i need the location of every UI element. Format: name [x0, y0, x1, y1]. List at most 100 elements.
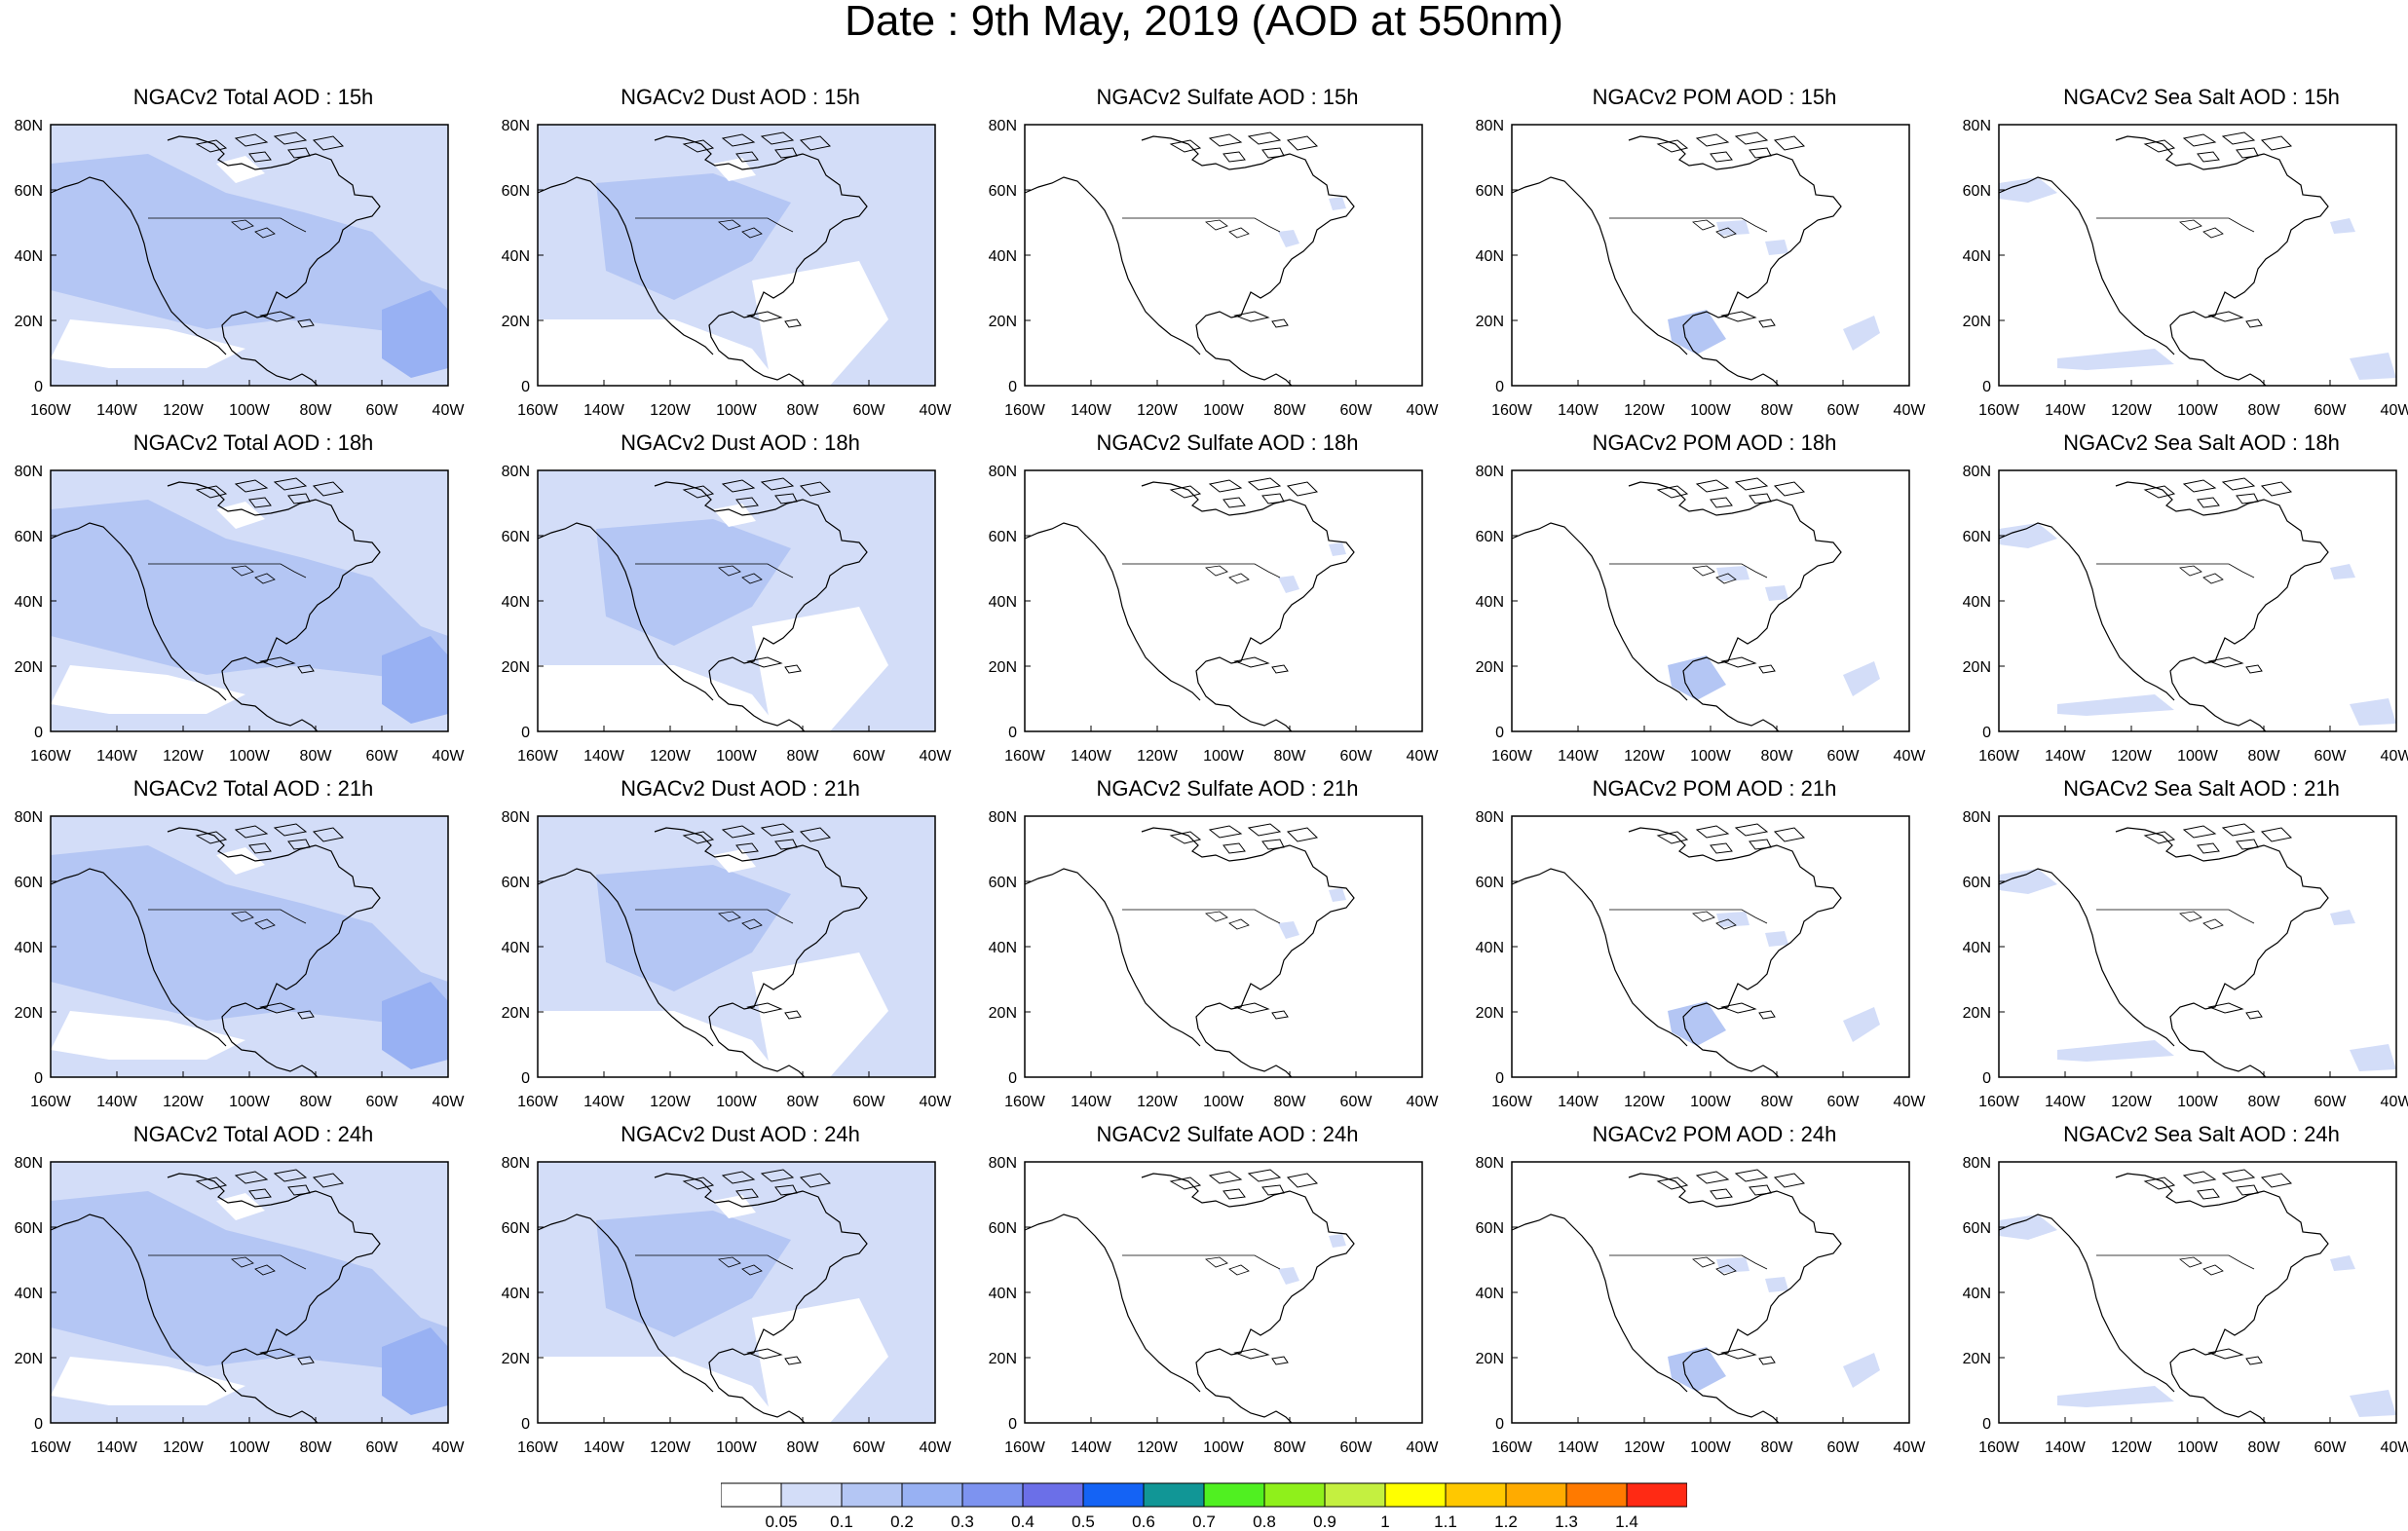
lon-tick-label: 100W [229, 402, 271, 417]
lon-tick-label: 40W [1407, 1094, 1440, 1108]
aod-map: 80N 60N 40N 20N 0 160W 140W 120W 100W 80W 60W 40W [502, 118, 953, 417]
lon-tick-label: 100W [716, 748, 758, 763]
aod-map: 80N 60N 40N 20N 0 160W 140W 120W 100W 80W 60W 40W [1476, 118, 1927, 417]
lat-tick-label: 0 [521, 725, 530, 741]
colorbar-label: 1.2 [1494, 1512, 1518, 1531]
lon-tick-label: 40W [1894, 402, 1927, 417]
lat-tick-label: 80N [989, 1155, 1017, 1172]
lon-tick-label: 140W [1558, 402, 1599, 417]
lat-tick-label: 40N [989, 248, 1017, 265]
colorbar-swatch [1565, 1482, 1628, 1508]
map-frame [1998, 815, 2397, 1078]
lon-tick-label: 160W [1004, 1094, 1046, 1108]
lat-tick-label: 80N [1476, 118, 1504, 134]
aod-map: 80N 60N 40N 20N 0 160W 140W 120W 100W 80W 60W 40W [989, 1155, 1440, 1454]
aod-map: 80N 60N 40N 20N 0 160W 140W 120W 100W 80W 60W 40W [502, 1155, 953, 1454]
map-frame [1024, 469, 1423, 732]
lat-tick-label: 80N [1963, 464, 1991, 480]
lat-tick-label: 80N [15, 1155, 43, 1172]
lon-tick-label: 80W [787, 402, 820, 417]
map-frame [1998, 124, 2397, 387]
lon-tick-label: 80W [1274, 402, 1307, 417]
lat-tick-label: 40N [15, 248, 43, 265]
lon-tick-label: 100W [1203, 1439, 1245, 1454]
lon-tick-label: 80W [300, 402, 333, 417]
colorbar-label: 0.5 [1072, 1512, 1095, 1531]
lat-tick-label: 40N [15, 1286, 43, 1302]
map-panel: NGACv2 Total AOD : 15h 80N 60N 40N 20N 0 160W 1… [0, 86, 468, 418]
lon-tick-label: 40W [920, 1094, 953, 1108]
aod-map: 80N 60N 40N 20N 0 160W 140W 120W 100W 80W 60W 40W [502, 464, 953, 763]
lat-tick-label: 0 [34, 1070, 43, 1087]
lon-tick-label: 120W [163, 1094, 205, 1108]
aod-map: 80N 60N 40N 20N 0 160W 140W 120W 100W 80W 60W 40W [1963, 464, 2408, 763]
lon-tick-label: 120W [2111, 1094, 2153, 1108]
lon-tick-label: 160W [517, 748, 559, 763]
lon-tick-label: 80W [2248, 402, 2281, 417]
map-frame [1998, 1161, 2397, 1424]
lon-tick-label: 80W [300, 748, 333, 763]
lon-tick-label: 160W [1004, 402, 1046, 417]
lat-tick-label: 20N [989, 659, 1017, 676]
lat-tick-label: 20N [1963, 314, 1991, 330]
panel-title: NGACv2 Sea Salt AOD : 18h [2063, 430, 2340, 455]
lon-tick-label: 160W [1004, 748, 1046, 763]
lon-tick-label: 40W [2381, 1439, 2408, 1454]
map-panel: NGACv2 Total AOD : 18h 80N 60N 40N 20N 0 160W 1… [0, 431, 468, 764]
lon-tick-label: 140W [583, 1094, 625, 1108]
lat-tick-label: 60N [502, 875, 530, 891]
map-panel: NGACv2 POM AOD : 18h 80N 60N 40N 20N 0 160W 140… [1461, 431, 1929, 764]
lon-tick-label: 140W [2045, 1439, 2087, 1454]
lat-tick-label: 60N [15, 183, 43, 200]
lon-tick-label: 80W [787, 1094, 820, 1108]
lat-tick-label: 0 [1982, 1416, 1991, 1433]
lon-tick-label: 40W [433, 1439, 466, 1454]
lon-tick-label: 120W [1137, 748, 1179, 763]
aod-map: 80N 60N 40N 20N 0 160W 140W 120W 100W 80W 60W 40W [1963, 118, 2408, 417]
lat-tick-label: 60N [1476, 1220, 1504, 1237]
lon-tick-label: 80W [1761, 748, 1794, 763]
colorbar-swatch [1384, 1482, 1447, 1508]
lon-tick-label: 40W [1407, 402, 1440, 417]
lat-tick-label: 20N [502, 314, 530, 330]
lat-tick-label: 80N [1963, 1155, 1991, 1172]
lon-tick-label: 100W [716, 1439, 758, 1454]
lat-tick-label: 40N [15, 940, 43, 956]
lon-tick-label: 60W [1340, 748, 1373, 763]
lat-tick-label: 20N [1476, 1351, 1504, 1367]
lon-tick-label: 120W [650, 1439, 692, 1454]
lat-tick-label: 80N [502, 809, 530, 826]
lat-tick-label: 80N [15, 809, 43, 826]
lon-tick-label: 80W [300, 1094, 333, 1108]
aod-map: 80N 60N 40N 20N 0 160W 140W 120W 100W 80W 60W 40W [1476, 464, 1927, 763]
lat-tick-label: 40N [502, 940, 530, 956]
lon-tick-label: 160W [1491, 1094, 1533, 1108]
lon-tick-label: 100W [2177, 748, 2219, 763]
map-frame [1998, 469, 2397, 732]
lon-tick-label: 140W [583, 748, 625, 763]
lat-tick-label: 0 [521, 379, 530, 395]
lon-tick-label: 60W [853, 402, 886, 417]
lon-tick-label: 140W [96, 748, 138, 763]
lon-tick-label: 140W [2045, 1094, 2087, 1108]
lat-tick-label: 40N [1476, 248, 1504, 265]
colorbar-label: 0.05 [765, 1512, 797, 1531]
lon-tick-label: 60W [1827, 748, 1861, 763]
colorbar-label: 0.9 [1313, 1512, 1336, 1531]
panel-title: NGACv2 POM AOD : 15h [1592, 85, 1837, 109]
lat-tick-label: 40N [1963, 940, 1991, 956]
lon-tick-label: 120W [1624, 1439, 1666, 1454]
lat-tick-label: 80N [502, 118, 530, 134]
map-panel: NGACv2 POM AOD : 21h 80N 60N 40N 20N 0 160W 140… [1461, 777, 1929, 1109]
lat-tick-label: 80N [15, 464, 43, 480]
lat-tick-label: 80N [989, 464, 1017, 480]
lat-tick-label: 20N [989, 314, 1017, 330]
lon-tick-label: 60W [1827, 1094, 1861, 1108]
panel-title: NGACv2 Sea Salt AOD : 21h [2063, 776, 2340, 801]
lat-tick-label: 60N [1963, 875, 1991, 891]
lon-tick-label: 140W [583, 402, 625, 417]
lon-tick-label: 40W [2381, 402, 2408, 417]
map-panel: NGACv2 Total AOD : 21h 80N 60N 40N 20N 0 160W 1… [0, 777, 468, 1109]
lon-tick-label: 120W [2111, 748, 2153, 763]
lat-tick-label: 20N [502, 1005, 530, 1022]
